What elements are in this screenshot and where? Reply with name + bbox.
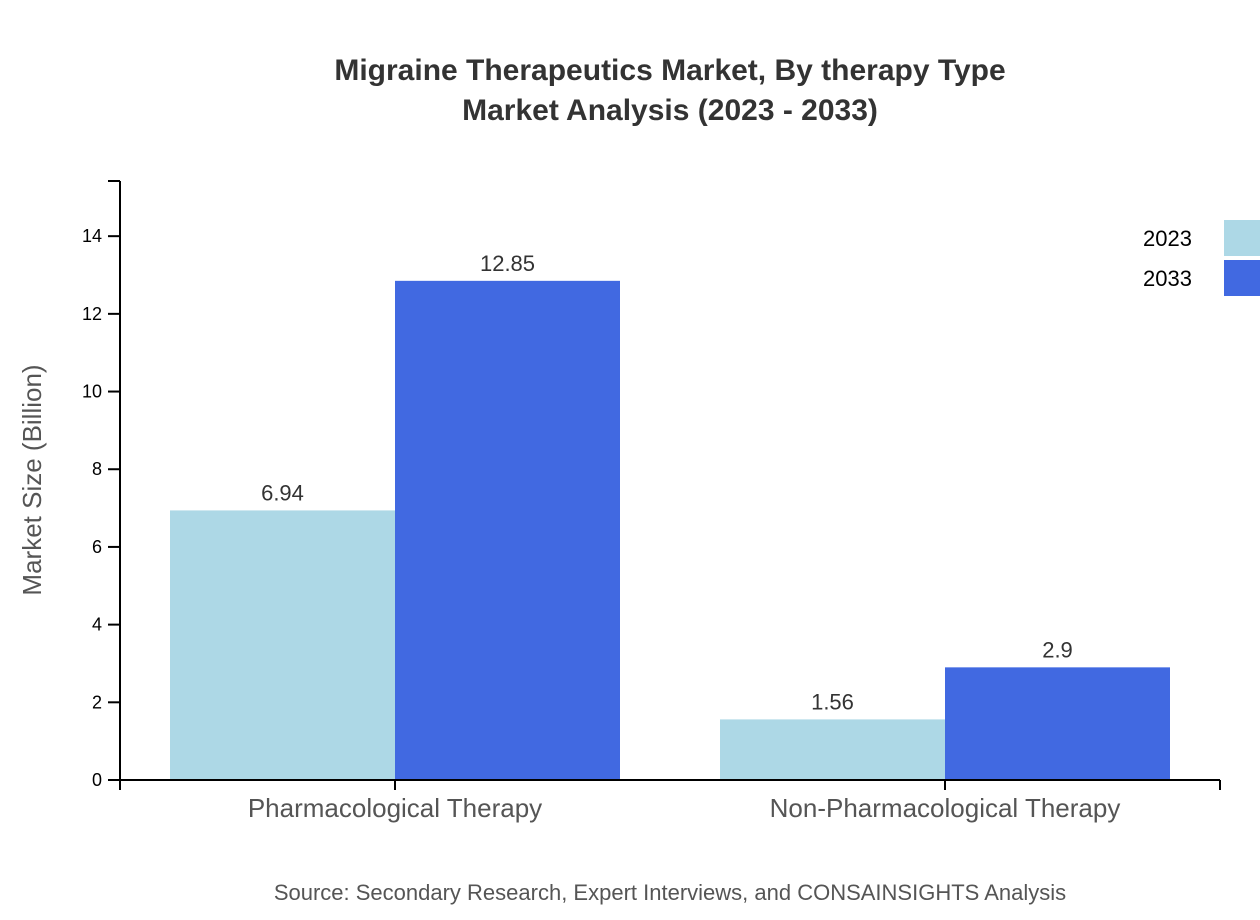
x-axis: Pharmacological Therapy Non-Pharmacologic… [119,779,1221,823]
bar-2023 [720,719,945,780]
bar-2033 [395,280,620,780]
legend-swatch-2023 [1224,220,1260,256]
data-label: 12.85 [480,251,535,276]
chart-title: Migraine Therapeutics Market, By therapy… [334,54,1005,87]
chart-subtitle: Market Analysis (2023 - 2033) [462,94,878,127]
y-tick-label: 10 [82,382,102,402]
legend: 2023 2033 [1143,220,1260,296]
legend-label: 2023 [1143,226,1192,251]
y-tick-label: 2 [92,692,102,712]
y-tick-label: 14 [82,226,102,246]
y-tick-label: 6 [92,537,102,557]
legend-label: 2033 [1143,266,1192,291]
y-tick-label: 12 [82,304,102,324]
legend-swatch-2033 [1224,260,1260,296]
y-axis-label: Market Size (Billion) [17,364,47,595]
source-note: Source: Secondary Research, Expert Inter… [274,880,1066,905]
data-label: 2.9 [1042,637,1073,662]
bar-2033 [945,667,1170,780]
data-label: 6.94 [261,480,304,505]
x-tick-label: Pharmacological Therapy [248,793,542,823]
y-tick-label: 0 [92,770,102,790]
x-tick-label: Non-Pharmacological Therapy [770,793,1121,823]
y-tick-label: 4 [92,615,102,635]
bar-2023 [170,510,395,780]
y-axis: 0 2 4 6 8 10 12 14 [82,180,121,790]
y-tick-label: 8 [92,459,102,479]
data-label: 1.56 [811,689,854,714]
